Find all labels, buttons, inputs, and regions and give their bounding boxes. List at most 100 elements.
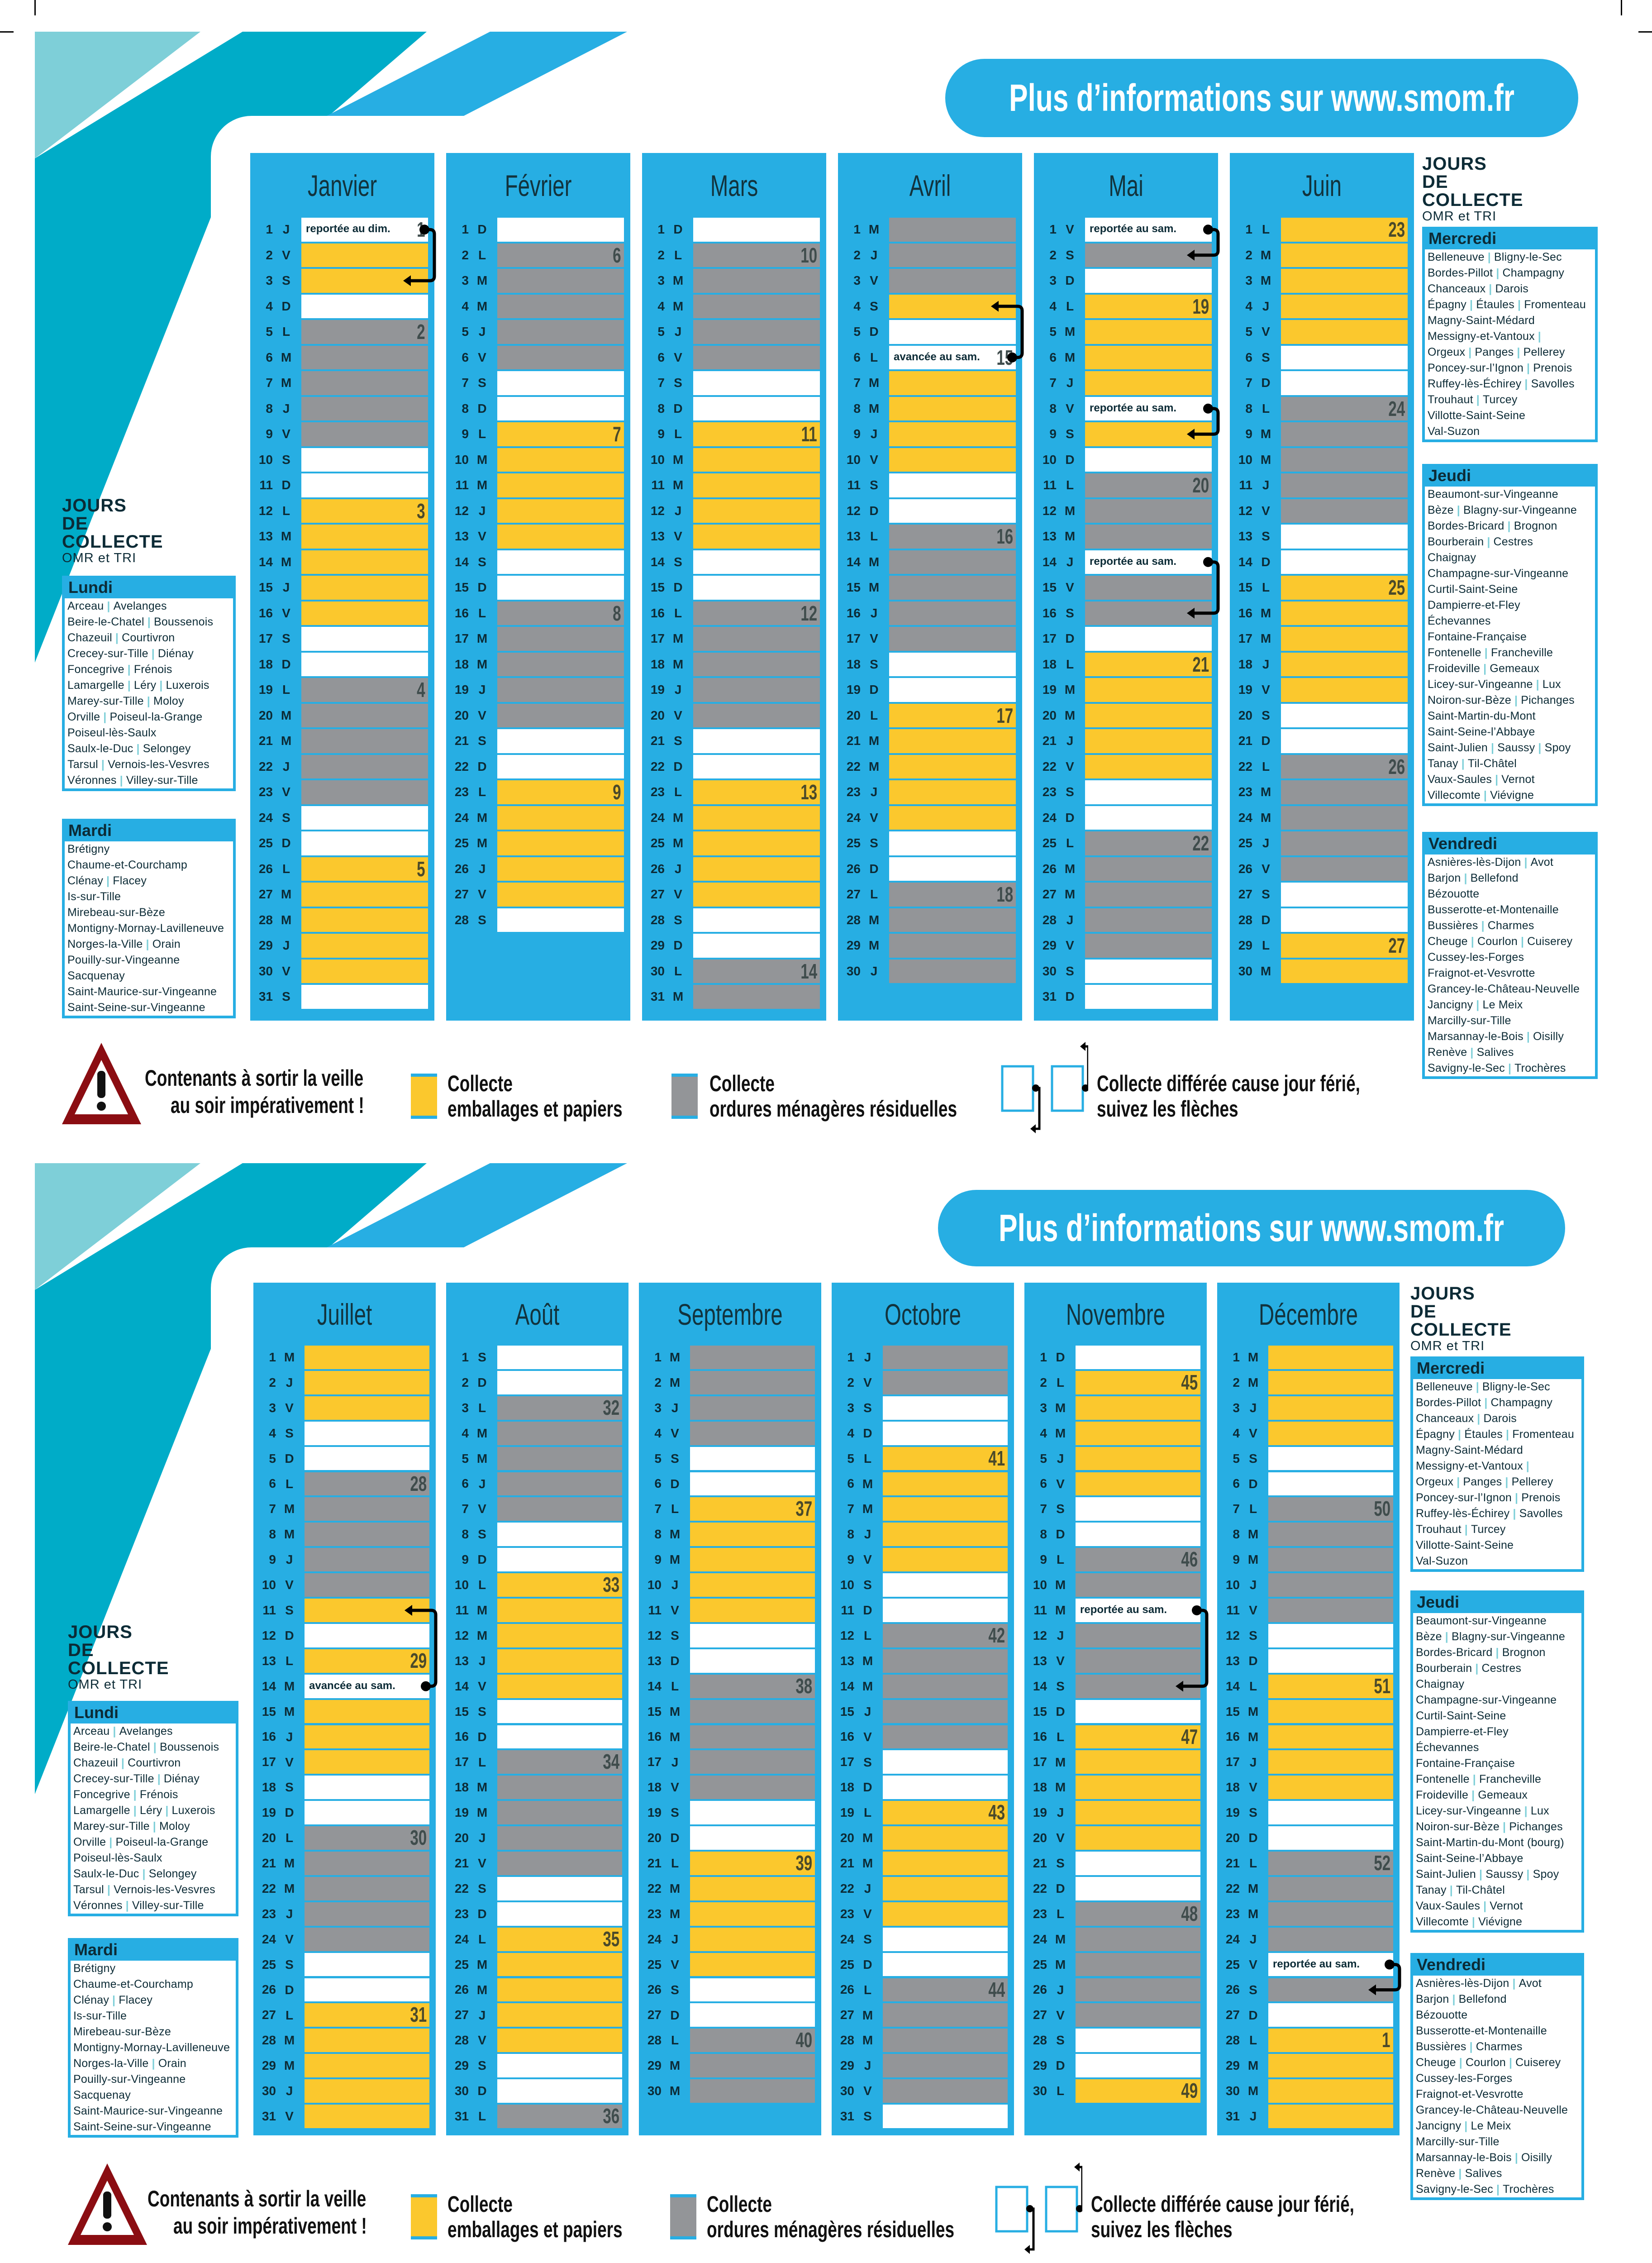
day-row: 23 <box>832 1902 1014 1926</box>
day-row: 23 <box>253 1902 436 1926</box>
crop-mark <box>34 0 36 15</box>
day-row: 22 <box>250 754 434 778</box>
day-number: 2 <box>654 1375 662 1389</box>
commune-name: Vaux-Saules <box>1416 1900 1481 1912</box>
day-number: 7 <box>1245 376 1252 390</box>
collection-cell-omr: 14 <box>693 959 820 983</box>
yellow-swatch <box>411 2194 437 2239</box>
week-number: 40 <box>795 2028 812 2052</box>
day-number: 26 <box>840 1982 854 1997</box>
collection-cell-omr <box>305 1927 429 1951</box>
commune-name: Selongey <box>143 742 191 755</box>
collection-cell-tri <box>301 550 428 574</box>
collection-cell-omr <box>883 2029 1008 2053</box>
weekday-heading: Mardi <box>68 821 112 840</box>
commune-name: Avot <box>1530 856 1554 869</box>
collection-cell-none <box>693 550 820 574</box>
day-number: 14 <box>258 554 273 569</box>
commune-name: Saint-Julien <box>1428 741 1488 754</box>
collection-cell-none <box>497 396 624 420</box>
commune-name: Prenois <box>1521 1491 1561 1504</box>
day-row: 22 <box>642 754 826 778</box>
separator: | <box>151 647 155 660</box>
day-row: 10 <box>838 448 1022 472</box>
commune-line: Saint-Julien | Saussy | Spoy <box>1428 740 1592 756</box>
separator: | <box>1524 377 1528 390</box>
commune-name: Brétigny <box>67 843 110 855</box>
day-row: 23 <box>1230 780 1414 804</box>
day-number: 31 <box>1225 2109 1240 2123</box>
day-number: 20 <box>647 1831 662 1845</box>
day-row: 18 <box>1217 1776 1400 1800</box>
website-banner-bottom[interactable]: Plus d’informations sur www.smom.fr <box>938 1190 1565 1266</box>
commune-line: Dampierre-et-Fley <box>1428 597 1592 613</box>
day-number: 21 <box>454 734 469 748</box>
day-number: 28 <box>647 2033 662 2048</box>
day-number: 27 <box>1225 2008 1240 2022</box>
commune-line: Licey-sur-Vingeanne | Lux <box>1416 1803 1579 1819</box>
week-number: 51 <box>1374 1674 1390 1698</box>
commune-name: Boussenois <box>153 616 214 628</box>
day-row: 2 <box>1217 1370 1400 1394</box>
month-title: Août <box>515 1298 560 1331</box>
day-row: 27 <box>1034 883 1218 907</box>
day-row: 20 30 <box>253 1826 436 1850</box>
collection-cell-tri: 31 <box>305 2003 429 2027</box>
collection-cell-none <box>305 1953 429 1977</box>
commune-name: Fontaine-Française <box>1428 630 1527 643</box>
commune-line: Cheuge | Courlon | Cuiserey <box>1428 934 1592 950</box>
day-row: 13 <box>832 1649 1014 1673</box>
day-number: 24 <box>846 810 861 825</box>
collection-cell-omr <box>497 1826 622 1850</box>
day-number: 20 <box>840 1831 854 1845</box>
collection-cell-omr <box>883 2054 1008 2078</box>
collection-cell-none <box>693 218 820 242</box>
commune-name: Cussey-les-Forges <box>1416 2072 1513 2085</box>
collection-cell-omr <box>305 1548 429 1572</box>
week-number: 36 <box>603 2104 619 2128</box>
day-number: 17 <box>647 1755 662 1769</box>
day-number: 6 <box>1245 350 1252 364</box>
day-row: 8 <box>253 1523 436 1547</box>
collection-cell-tri: 33 <box>497 1573 622 1597</box>
separator: | <box>1469 2040 1473 2053</box>
commune-line: Beire-le-Chatel | Boussenois <box>73 1739 233 1755</box>
day-letters: MMJVSDLMMJVSDLMMJVSDLMMJVSDLMM <box>669 1350 681 2098</box>
separator: | <box>1487 535 1490 548</box>
day-row: 8 <box>250 396 434 420</box>
day-row: 28 <box>642 908 826 932</box>
day-row: 25 <box>832 1953 1014 1977</box>
day-number: 9 <box>1040 1552 1047 1567</box>
collection-cell-none <box>889 652 1016 676</box>
separator: | <box>109 1836 113 1848</box>
day-number: 2 <box>1040 1375 1047 1389</box>
commune-line: Champagne-sur-Vingeanne <box>1416 1692 1579 1708</box>
day-row: 4 <box>1230 294 1414 318</box>
collection-cell-none <box>693 908 820 932</box>
website-banner-top[interactable]: Plus d’informations sur www.smom.fr <box>945 59 1578 137</box>
day-row: 12 <box>446 499 630 523</box>
day-number: 2 <box>462 248 469 262</box>
commune-name: Saussy <box>1485 1868 1523 1881</box>
day-row: 6 <box>1217 1472 1400 1496</box>
collection-cell-tri: 41 <box>883 1447 1008 1470</box>
legend-top: Contenants à sortir la veille au soir im… <box>0 1038 1652 1136</box>
commune-line: Saint-Martin-du-Mont (bourg) <box>1416 1835 1579 1851</box>
commune-name: Saint-Julien <box>1416 1868 1476 1881</box>
day-number: 26 <box>1042 861 1057 876</box>
holiday-note: reportée au dim. <box>306 223 390 235</box>
day-row: 27 <box>446 883 630 907</box>
day-row: 5 <box>1024 1447 1207 1470</box>
collection-cell-tri <box>1085 345 1212 369</box>
day-number: 18 <box>1042 657 1057 671</box>
commune-name: Frénois <box>133 663 172 676</box>
commune-name: Blagny-sur-Vingeanne <box>1463 504 1577 516</box>
day-row: 3 <box>642 269 826 293</box>
day-row: 13 <box>639 1649 821 1673</box>
collection-cell-omr <box>883 1346 1008 1369</box>
separator: | <box>1509 2056 1513 2069</box>
collection-cell-omr <box>301 754 428 778</box>
collection-cell-tri: 49 <box>1076 2079 1200 2103</box>
collection-cell-omr: 36 <box>497 2104 622 2128</box>
commune-line: Fontenelle | Francheville <box>1416 1771 1579 1787</box>
